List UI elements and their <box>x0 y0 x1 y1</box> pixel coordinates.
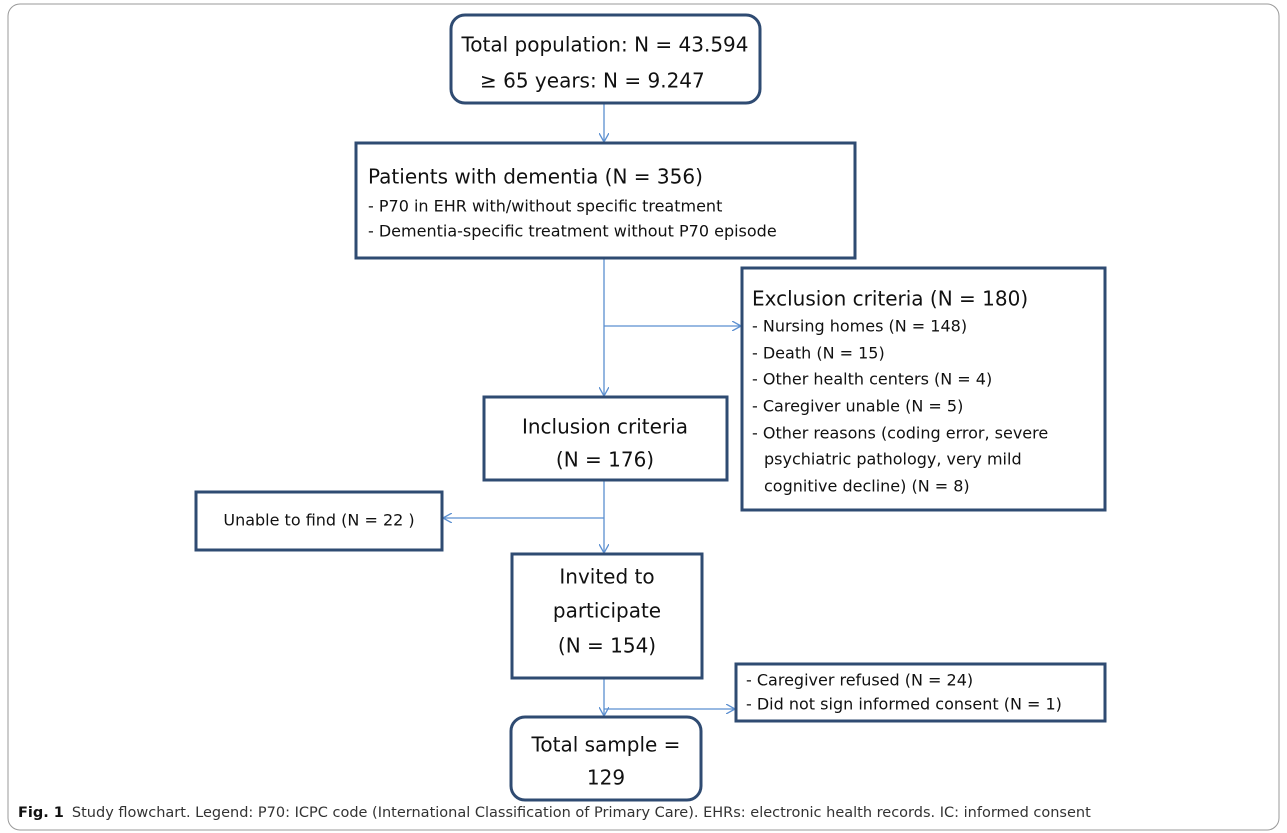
node-text: cognitive decline) (N = 8) <box>764 477 970 496</box>
node-text: Total sample = <box>531 733 681 757</box>
node-text: - Nursing homes (N = 148) <box>752 317 967 336</box>
node-text: Unable to find (N = 22 ) <box>223 511 414 530</box>
node-box <box>509 715 703 802</box>
node-text: Inclusion criteria <box>522 415 688 439</box>
node-box <box>740 266 1107 512</box>
node-box <box>449 13 762 105</box>
node-text: Total population: N = 43.594 <box>460 33 748 57</box>
node-box <box>194 490 444 552</box>
node-box <box>482 395 729 482</box>
node-text: ≥ 65 years: N = 9.247 <box>480 69 705 93</box>
caption: Fig. 1 Study flowchart. Legend: P70: ICPC… <box>18 805 1091 821</box>
connectors <box>443 103 741 716</box>
node-box <box>734 662 1107 723</box>
node-box <box>510 552 704 680</box>
node-text: psychiatric pathology, very mild <box>764 450 1022 469</box>
node-text: participate <box>553 599 661 623</box>
node-text: - Caregiver unable (N = 5) <box>752 397 963 416</box>
node-text: - Death (N = 15) <box>752 344 885 363</box>
caption-label: Fig. 1 <box>18 805 64 821</box>
node-text: - P70 in EHR with/without specific treat… <box>368 197 722 216</box>
node-text: - Other reasons (coding error, severe <box>752 424 1048 443</box>
node-text: - Other health centers (N = 4) <box>752 370 992 389</box>
node-text: Invited to <box>559 565 654 589</box>
node-text: 129 <box>587 766 625 790</box>
node-box <box>354 141 857 260</box>
node-text: - Did not sign informed consent (N = 1) <box>746 695 1062 714</box>
node-text: Exclusion criteria (N = 180) <box>752 287 1028 311</box>
node-text: - Caregiver refused (N = 24) <box>746 671 973 690</box>
frame <box>7 3 1280 831</box>
node-text: (N = 154) <box>558 634 656 658</box>
node-text: Patients with dementia (N = 356) <box>368 165 703 189</box>
node-text: (N = 176) <box>556 448 654 472</box>
caption-text: Study flowchart. Legend: P70: ICPC code … <box>72 805 1091 821</box>
node-text: - Dementia-specific treatment without P7… <box>368 222 777 241</box>
